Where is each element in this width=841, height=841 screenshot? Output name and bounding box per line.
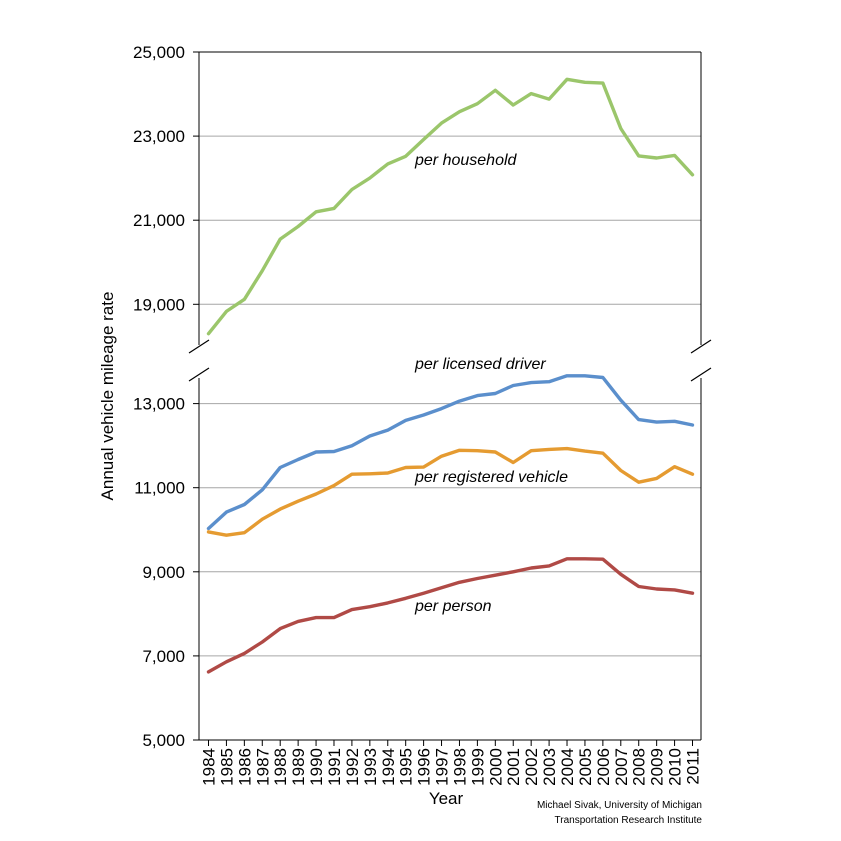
gridlines [199,135,701,657]
axis-break-mark-right [690,367,712,382]
x-tick-label: 2009 [648,748,667,786]
x-tick-label: 1989 [289,748,308,786]
y-tick-label: 19,000 [133,295,185,314]
series-line-per-household [206,77,695,336]
series-line-per-person [206,557,695,674]
x-tick-label: 1986 [235,748,254,786]
x-axis-title: Year [429,789,464,808]
axes [193,51,702,746]
credit-line-1: Michael Sivak, University of Michigan [536,800,702,811]
x-tick-label: 1998 [450,748,469,786]
axis-break-mark-right [690,339,712,354]
y-axis-title: Annual vehicle mileage rate [98,292,117,501]
x-tick-label: 1988 [271,748,290,786]
x-tick-label: 2004 [558,748,577,786]
axis-break-mark-left [188,339,210,354]
x-tick-label: 1994 [379,748,398,786]
series-lines [206,77,695,674]
x-tick-label: 1991 [325,748,344,786]
annotation-per-registered-vehicle: per registered vehicle [414,469,568,486]
axis-break-mark-left [188,367,210,382]
y-tick-label: 11,000 [134,479,185,498]
x-tick-label: 2006 [594,748,613,786]
y-tick-label: 25,000 [133,43,185,62]
x-tick-label: 1995 [397,748,416,786]
y-tick-label: 5,000 [142,731,185,750]
labels: 5,000 7,000 9,000 11,000 13,000 19,000 21,000 2… [98,43,703,808]
x-tick-label: 2010 [666,748,685,786]
x-tick-label: 1984 [200,748,219,786]
x-tick-label: 1997 [433,748,452,786]
x-tick-label: 2000 [486,748,505,786]
x-tick-label: 1987 [253,748,272,786]
x-tick-label: 1985 [217,748,236,786]
x-tick-label: 2011 [684,748,703,785]
annotation-per-person: per person [414,598,492,615]
credit-line-2: Transportation Research Institute [554,815,702,826]
x-tick-label: 1999 [468,748,487,786]
annotation-per-household: per household [414,152,518,169]
x-tick-label: 2003 [540,748,559,786]
series-line-per-registered-vehicle [206,446,695,537]
x-tick-label: 2001 [504,748,523,786]
x-tick-label: 1992 [343,748,362,786]
x-tick-label: 2007 [612,748,631,786]
x-tick-label: 1996 [415,748,434,786]
x-tick-label: 2005 [576,748,595,786]
y-tick-label: 9,000 [142,563,185,582]
y-tick-label: 21,000 [133,211,185,230]
series-line-per-licensed-driver [206,374,695,531]
x-tick-label: 2008 [630,748,649,786]
annotation-per-licensed-driver: per licensed driver [414,356,546,373]
axis-break-marks [188,339,712,382]
y-tick-label: 7,000 [142,647,185,666]
x-tick-label: 2002 [522,748,541,786]
y-tick-label: 23,000 [133,127,185,146]
x-tick-label: 1990 [307,748,326,786]
x-tick-label: 1993 [361,748,380,786]
y-tick-label: 13,000 [133,395,185,414]
